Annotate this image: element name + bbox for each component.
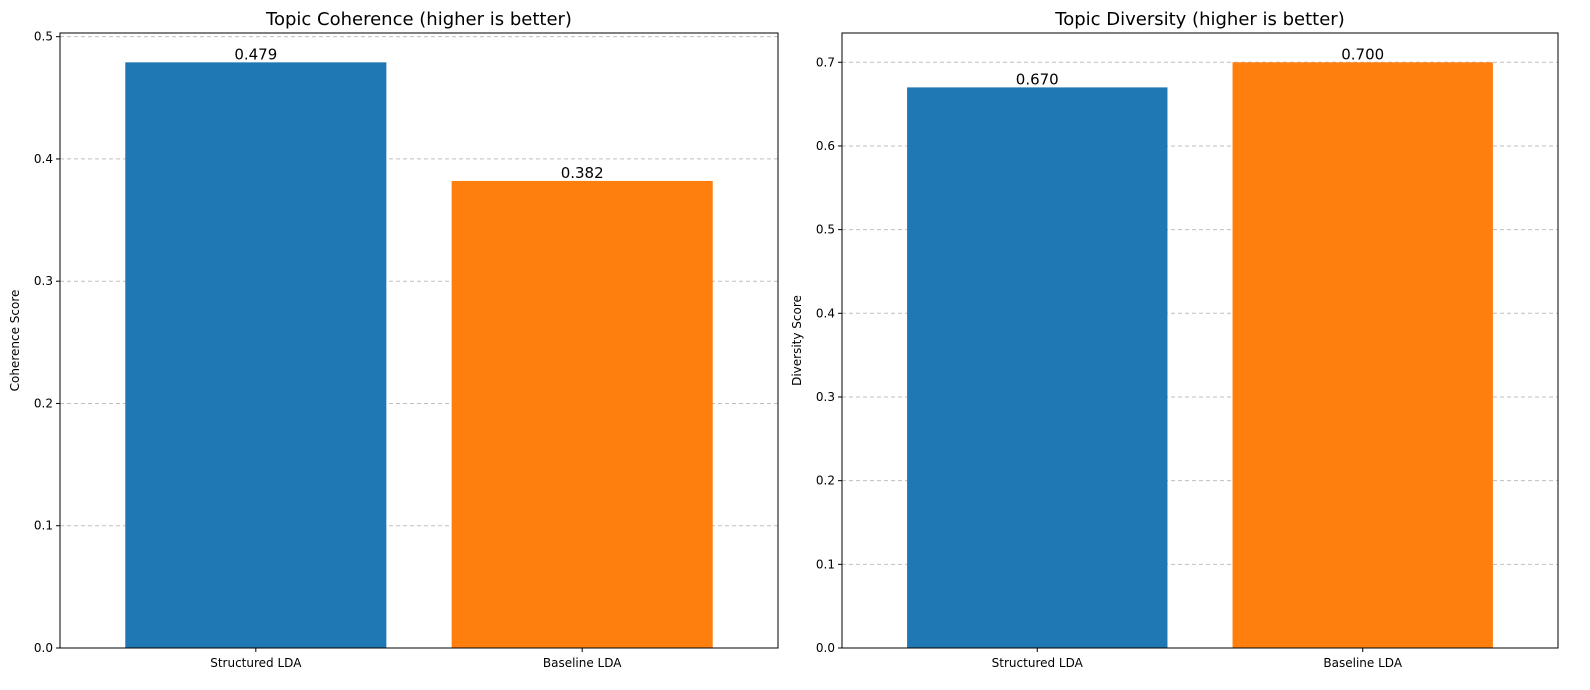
coherence-y-tick-label: 0.0 [34,641,53,655]
coherence-bar-baseline-lda [451,180,713,648]
diversity-y-tick-label: 0.5 [816,223,835,237]
diversity-y-tick-label: 0.0 [816,641,835,655]
diversity-axes: 0.0 0.1 0.2 0.3 0.4 0.5 0.6 0.7 Structured LDA Ba… [816,32,1559,670]
diversity-bar-structured-lda [907,87,1168,648]
coherence-chart-title: Topic Coherence (higher is better) [265,9,572,30]
diversity-bar-baseline-lda [1232,62,1493,649]
diversity-y-tick-label: 0.2 [816,474,835,488]
coherence-chart: 0.479 0.382 0.0 0.1 0.2 0.3 0.4 0.5 Structured … [8,9,779,670]
coherence-y-tick-label: 0.2 [34,396,53,410]
coherence-data-label: 0.479 [234,45,277,63]
diversity-axes-frame [841,32,1559,649]
diversity-x-tick-label: Baseline LDA [1323,656,1402,670]
diversity-y-tick-label: 0.7 [816,55,835,69]
coherence-y-tick-label: 0.1 [34,519,53,533]
diversity-bars [907,62,1493,649]
coherence-data-labels: 0.479 0.382 [234,45,603,182]
diversity-chart: 0.670 0.700 0.0 0.1 0.2 0.3 0.4 0.5 0.6 0.7 Struc… [790,9,1559,670]
coherence-y-tick-label: 0.4 [34,152,53,166]
coherence-data-label: 0.382 [561,164,604,182]
diversity-data-label: 0.700 [1341,45,1384,63]
diversity-data-labels: 0.670 0.700 [1016,45,1384,88]
diversity-y-tick-label: 0.4 [816,306,835,320]
diversity-y-tick-label: 0.6 [816,139,835,153]
diversity-y-tick-label: 0.3 [816,390,835,404]
diversity-data-label: 0.670 [1016,70,1059,88]
coherence-x-tick-label: Structured LDA [210,656,302,670]
coherence-y-tick-label: 0.5 [34,30,53,44]
coherence-bars [125,62,713,649]
coherence-axes-frame [59,32,779,649]
diversity-x-tick-label: Structured LDA [992,656,1084,670]
diversity-y-tick-label: 0.1 [816,557,835,571]
coherence-y-tick-label: 0.3 [34,274,53,288]
coherence-bar-structured-lda [125,62,387,649]
coherence-x-tick-label: Baseline LDA [543,656,622,670]
diversity-y-axis-label: Diversity Score [790,295,804,386]
coherence-y-axis-label: Coherence Score [8,290,22,392]
diversity-chart-title: Topic Diversity (higher is better) [1054,9,1344,30]
coherence-axes: 0.0 0.1 0.2 0.3 0.4 0.5 Structured LDA Baseline… [34,30,779,670]
